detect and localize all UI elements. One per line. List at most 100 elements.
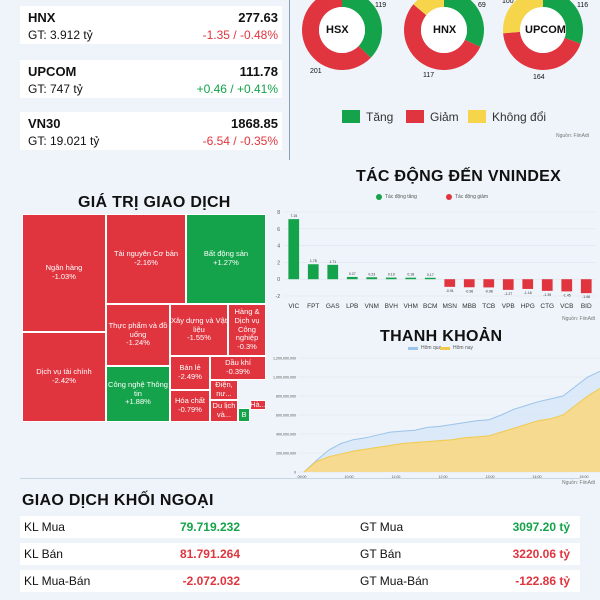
- breadth-source: Nguồn: FiinAdt: [556, 133, 590, 139]
- donut-slice-same: [413, 0, 444, 16]
- impact-value-label: -1.39: [543, 293, 551, 297]
- liquidity-xtick: 13:00: [486, 475, 495, 479]
- tile-change: -0.79%: [178, 405, 202, 414]
- tile-name: Thực phẩm và đồ uống: [108, 321, 168, 339]
- impact-bar: [502, 279, 514, 290]
- index-trade-value: GT: 19.021 tỷ: [28, 134, 100, 148]
- liquidity-xtick: 15:00: [580, 475, 589, 479]
- donut-slice-same: [503, 0, 543, 34]
- donut-upcom-up: 116: [577, 2, 589, 9]
- donut-label-upcom: UPCOM: [525, 24, 566, 36]
- foreign-right-value: -122.86 tỷ: [515, 574, 570, 588]
- treemap-tile[interactable]: Xây dựng và Vật liệu -1.55%: [170, 304, 228, 356]
- impact-bar: [463, 279, 475, 288]
- tile-name: Bán lẻ: [179, 363, 201, 373]
- tile-name: B: [241, 409, 247, 419]
- impact-bar: [366, 277, 378, 280]
- impact-category-label: BID: [581, 303, 592, 310]
- impact-bar: [307, 264, 319, 280]
- liquidity-ytick: 600,000,000: [276, 414, 296, 418]
- treemap-tile[interactable]: Hà...: [250, 400, 266, 410]
- liquidity-source: Nguồn: FiinAdt: [562, 480, 596, 486]
- index-change: -1.35 / -0.48%: [202, 28, 278, 42]
- legend-same-label: Không đổi: [492, 110, 547, 124]
- treemap-tile[interactable]: Ngân hàng -1.03%: [22, 214, 106, 332]
- impact-value-label: 0.19: [388, 273, 395, 277]
- impact-value-label: 0.18: [407, 273, 414, 277]
- impact-legend-up-dot: [376, 194, 382, 200]
- breadth-donuts: [302, 0, 583, 71]
- impact-value-label: -1.16: [524, 291, 532, 295]
- donut-label-hsx: HSX: [326, 24, 349, 36]
- legend-same-swatch: [468, 110, 486, 123]
- donut-hnx-up: 69: [478, 2, 486, 9]
- treemap-tile[interactable]: Công nghệ Thông tin +1.88%: [106, 366, 170, 422]
- impact-bar: [561, 279, 573, 292]
- impact-ytick: 2: [277, 260, 280, 266]
- index-change: -6.54 / -0.35%: [202, 134, 278, 148]
- treemap-tile[interactable]: Hóa chất -0.79%: [170, 390, 210, 422]
- impact-ytick: 6: [277, 227, 280, 233]
- index-name: UPCOM: [28, 64, 77, 79]
- impact-bar: [522, 279, 534, 289]
- impact-ytick: -2: [276, 294, 281, 300]
- tile-name: Xây dựng và Vật liệu: [171, 316, 227, 334]
- impact-bar: [405, 277, 417, 280]
- liquidity-chart: 1,200,000,000 1,000,000,000 800,000,000 600…: [273, 357, 600, 479]
- foreign-left-value: 79.719.232: [179, 520, 240, 534]
- donut-slice-up: [543, 0, 583, 44]
- impact-bar: [288, 219, 300, 280]
- treemap-tile[interactable]: Hàng & Dịch vụ Công nghiệp -0.3%: [228, 304, 266, 356]
- impact-value-label: 1.71: [329, 260, 336, 264]
- donut-hsx-down: 201: [310, 68, 322, 75]
- index-card-hnx[interactable]: HNX 277.63 GT: 3.912 tỷ -1.35 / -0.48%: [20, 6, 282, 44]
- impact-category-label: FPT: [307, 303, 319, 310]
- liquidity-xtick: 12:00: [439, 475, 448, 479]
- treemap-tile[interactable]: Điện, nư...: [210, 380, 238, 400]
- treemap-tile[interactable]: Bán lẻ -2.49%: [170, 356, 210, 390]
- foreign-left-value: -2.072.032: [182, 574, 240, 588]
- index-trade-value: GT: 3.912 tỷ: [28, 28, 93, 42]
- legend-down-swatch: [406, 110, 424, 123]
- impact-bar: [327, 264, 339, 280]
- donut-slice-up: [444, 0, 484, 47]
- liquidity-xtick: 11:00: [392, 475, 401, 479]
- legend-down-label: Giảm: [430, 110, 459, 124]
- legend-up-label: Tăng: [366, 110, 394, 124]
- impact-bar: [385, 277, 397, 280]
- impact-value-label: -0.91: [446, 289, 454, 293]
- liquidity-legend-a-swatch: [408, 347, 418, 350]
- tile-name: Hà...: [250, 400, 266, 409]
- liquidity-line-today: [303, 387, 600, 473]
- impact-value-label: -1.45: [563, 293, 571, 297]
- donut-hole: [421, 7, 467, 53]
- treemap-tile[interactable]: B: [238, 408, 250, 422]
- impact-category-label: VNM: [365, 303, 379, 310]
- foreign-row-net: KL Mua-Bán -2.072.032 GT Mua-Bán -122.86…: [20, 570, 580, 592]
- impact-value-label: 1.78: [310, 259, 317, 263]
- index-card-vn30[interactable]: VN30 1868.85 GT: 19.021 tỷ -6.54 / -0.35…: [20, 112, 282, 150]
- liquidity-ytick: 200,000,000: [276, 452, 296, 456]
- impact-bar: [541, 279, 553, 291]
- donut-hole: [520, 7, 566, 53]
- tile-change: -2.42%: [52, 376, 76, 385]
- liquidity-ytick: 1,200,000,000: [273, 357, 296, 361]
- tile-change: -1.24%: [126, 338, 150, 348]
- index-change: +0.46 / +0.41%: [196, 82, 278, 96]
- liquidity-legend-b-label: Hôm nay: [453, 345, 474, 351]
- impact-ytick: 4: [277, 244, 280, 250]
- treemap-tile[interactable]: Dịch vụ tài chính -2.42%: [22, 332, 106, 422]
- treemap-tile[interactable]: Tài nguyên Cơ bản -2.16%: [106, 214, 186, 304]
- liquidity-title: THANH KHOẢN: [380, 328, 503, 345]
- treemap-tile[interactable]: Du lịch và...: [210, 400, 238, 422]
- tile-name: Tài nguyên Cơ bản: [113, 249, 179, 259]
- liquidity-legend-a-label: Hôm qua: [421, 345, 442, 351]
- impact-title: TÁC ĐỘNG ĐẾN VNINDEX: [356, 168, 562, 185]
- treemap-tile[interactable]: Thực phẩm và đồ uống -1.24%: [106, 304, 170, 366]
- impact-ytick: 0: [277, 277, 280, 283]
- treemap-tile[interactable]: Bất động sản +1.27%: [186, 214, 266, 304]
- treemap-tile[interactable]: Dầu khí -0.39%: [210, 356, 266, 380]
- index-trade-value: GT: 747 tỷ: [28, 82, 83, 96]
- tile-name: Hàng & Dịch vụ Công nghiệp: [234, 307, 260, 343]
- index-card-upcom[interactable]: UPCOM 111.78 GT: 747 tỷ +0.46 / +0.41%: [20, 60, 282, 98]
